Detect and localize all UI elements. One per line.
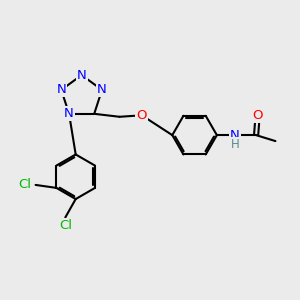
Text: N: N <box>64 107 74 120</box>
Text: N: N <box>77 69 86 82</box>
Text: O: O <box>136 109 147 122</box>
Text: O: O <box>252 109 263 122</box>
Text: N: N <box>97 83 107 96</box>
Text: Cl: Cl <box>19 178 32 191</box>
Text: N: N <box>230 129 240 142</box>
Text: H: H <box>231 138 240 151</box>
Text: Cl: Cl <box>59 219 72 232</box>
Text: N: N <box>56 83 66 96</box>
